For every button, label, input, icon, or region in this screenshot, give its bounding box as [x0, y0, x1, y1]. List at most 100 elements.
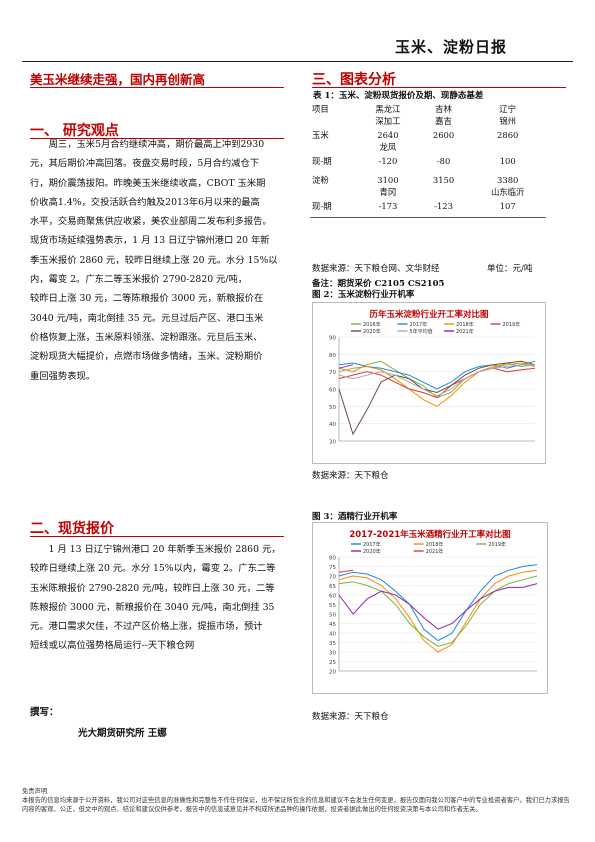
- legend-label: 2016年: [363, 321, 381, 328]
- section-3-title: 三、图表分析: [312, 72, 396, 88]
- table-row: 现-期 -173 -123 107: [310, 198, 546, 218]
- table-row: 现-期 -120 -80 100: [310, 153, 546, 172]
- research-view-text: 周三，玉米5月合约继续冲高，期价最高上冲到2930 元，其后期价冲高回落。夜盘交易…: [30, 135, 292, 386]
- table-cell: 项目: [312, 104, 329, 114]
- table-cell: 现-期: [310, 198, 359, 218]
- section-2-title: 二、现货报价: [30, 521, 114, 537]
- headline: 美玉米继续走强，国内再创新高: [30, 72, 206, 87]
- y-tick-label: 50: [329, 613, 336, 619]
- figure-2-source: 数据来源：天下粮仓: [312, 471, 389, 481]
- legend-label: 2019年: [503, 321, 521, 328]
- text-line: 季玉米报价 2860 元，较昨日继续上涨 20 元。水分 15%以: [30, 254, 278, 266]
- headline-rule: [30, 87, 284, 88]
- legend-label: 2020年: [363, 328, 381, 335]
- table-cell: 3100 青冈: [377, 175, 399, 197]
- header-rule: [22, 61, 573, 62]
- table-cell: -173: [358, 198, 418, 218]
- table-source: 数据来源：天下粮仓网、文华财经: [312, 264, 440, 274]
- legend-label: 2019年: [488, 541, 506, 548]
- disclaimer-title: 免责声明: [22, 788, 48, 795]
- y-tick-label: 30: [329, 651, 336, 657]
- y-tick-label: 50: [329, 405, 336, 411]
- table-cell: 辽宁 锦州: [499, 104, 517, 126]
- y-tick-label: 60: [329, 388, 336, 394]
- legend-label: 2021年: [426, 548, 444, 555]
- section-2-rule: [30, 536, 284, 537]
- author-name: 光大期货研究所 王娜: [78, 728, 167, 739]
- y-tick-label: 75: [329, 565, 336, 571]
- text-line: 周三，玉米5月合约继续冲高，期价最高上冲到2930: [48, 139, 265, 150]
- text-line: 较昨日上涨 30 元，二等陈粮报价 3000 元，新粮报价在: [30, 293, 264, 305]
- table-cell: 淀粉: [312, 175, 329, 185]
- y-tick-label: 70: [329, 575, 336, 581]
- chart-title: 历年玉米淀粉行业开工率对比图: [369, 309, 488, 320]
- y-tick-label: 55: [329, 603, 336, 609]
- text-line: 淀粉现货大幅提价，点燃市场做多情绪，玉米、淀粉期价: [30, 351, 263, 363]
- legend-label: 2021年: [456, 328, 474, 335]
- table-cell: 黑龙江 深加工: [375, 104, 401, 126]
- series-line: [338, 362, 536, 407]
- legend-label: 2017年: [363, 541, 381, 548]
- table-cell: 2640 龙凤: [377, 130, 399, 152]
- table-cell: 100: [499, 156, 516, 166]
- series-line: [338, 367, 536, 399]
- table-cell: -123: [417, 198, 470, 218]
- table-header-row: 项目 黑龙江 深加工 吉林 嘉吉 辽宁 锦州: [310, 101, 546, 127]
- spot-quote-text: 1 月 13 日辽宁锦州港口 20 年新季玉米报价 2860 元， 较昨日继续上涨…: [30, 540, 292, 656]
- section-1-rule: [30, 138, 284, 139]
- figure-2-title: 图 2：玉米淀粉行业开机率: [312, 290, 415, 300]
- figure-3-chart: 2017-2021年玉米酒精行业开工率对比图 20 25 30 35 40 45 50 55 60…: [312, 522, 548, 694]
- legend-label: 2017年: [410, 321, 428, 328]
- figure-3-title: 图 3：酒精行业开机率: [312, 512, 398, 522]
- text-line: 内，霉变 2。广东二等玉米报价 2790-2820 元/吨，: [30, 274, 248, 286]
- series-line: [338, 564, 538, 642]
- text-line: 价格恢复上涨，玉米原料领涨、淀粉跟涨。元旦后玉米、: [30, 331, 263, 343]
- y-tick-label: 20: [329, 670, 336, 676]
- text-line: 现货市场延续强势表示，1 月 13 日辽宁锦州港口 20 年新: [30, 235, 270, 247]
- alcohol-operating-rate-chart: 2017-2021年玉米酒精行业开工率对比图 20 25 30 35 40 45 50 55 60…: [329, 529, 538, 676]
- text-line: 行，期价震荡拔阳。昨晚美玉米继续收高，CBOT 玉米期: [30, 177, 266, 189]
- y-tick-label: 25: [329, 660, 336, 666]
- text-line: 陈粮报价 3000 元，新粮报价在 3040 元/吨，南北倒挂 35: [30, 601, 275, 613]
- text-line: 3040 元/吨，南北倒挂 35 元。元旦过后产区、港口玉米: [30, 312, 264, 324]
- author-label: 撰写：: [30, 707, 59, 718]
- table-cell: 2860: [497, 130, 519, 140]
- y-tick-label: 80: [329, 556, 336, 562]
- report-title: 玉米、淀粉日报: [395, 38, 508, 56]
- table-1-title: 表 1：玉米、淀粉现货报价及期、现静态基差: [313, 91, 484, 101]
- y-tick-label: 35: [329, 641, 336, 647]
- section-1-title: 一、 研究观点: [30, 123, 119, 139]
- section-3-rule: [312, 87, 566, 88]
- y-tick-label: 30: [329, 440, 336, 446]
- disclaimer-text: 本报告的信息均来源于公开资料，我公司对这些信息的准确性和完整性不作任何保证，也不…: [22, 797, 570, 813]
- text-line: 1 月 13 日辽宁锦州港口 20 年新季玉米报价 2860 元，: [48, 544, 281, 555]
- text-line: 重回强势表现。: [30, 370, 96, 382]
- disclaimer: 免责声明 本报告的信息均来源于公开资料，我公司对这些信息的准确性和完整性不作任何…: [22, 787, 573, 814]
- y-tick-label: 40: [329, 422, 336, 428]
- series-line: [338, 575, 538, 647]
- legend-label: 2020年: [363, 548, 381, 555]
- text-line: 元，其后期价冲高回落。夜盘交易时段，5月合约减仓下: [30, 158, 260, 170]
- y-tick-label: 65: [329, 584, 336, 590]
- text-line: 玉米陈粮报价 2790-2820 元/吨，较昨日上涨 30 元，二等: [30, 582, 275, 594]
- y-tick-label: 80: [329, 353, 336, 359]
- text-line: 水平，交易商聚焦供应收紧，美农业部周二发布利多报告。: [30, 216, 272, 228]
- table-cell: -120: [378, 156, 398, 166]
- text-line: 价收高1.4%，交投活跃合约触及2013年6月以来的最高: [30, 196, 260, 208]
- y-tick-label: 90: [329, 336, 336, 342]
- text-line: 短线或以高位强势格局运行--天下粮仓网: [30, 640, 195, 652]
- legend-label: 5年平均值: [410, 328, 433, 335]
- table-cell: 2600: [432, 130, 455, 140]
- series-line: [338, 364, 535, 397]
- table-row: 淀粉 3100 青冈 3150 3380 山东临沂: [310, 172, 546, 198]
- legend-label: 2018年: [426, 541, 444, 548]
- table-cell: -80: [436, 156, 451, 166]
- series-line: [338, 569, 354, 573]
- text-line: 较昨日继续上涨 20 元。水分 15%以内，霉变 2。广东二等: [30, 563, 276, 575]
- table-cell: 吉林 嘉吉: [435, 104, 452, 126]
- table-cell: 3150: [432, 175, 455, 185]
- figure-3-source: 数据来源：天下粮仓: [312, 712, 389, 722]
- legend-label: 2018年: [456, 321, 474, 328]
- y-tick-label: 60: [329, 594, 336, 600]
- starch-operating-rate-chart: 历年玉米淀粉行业开工率对比图 30 40 50 60 70 80 90 2016年 2017年 20…: [329, 309, 536, 446]
